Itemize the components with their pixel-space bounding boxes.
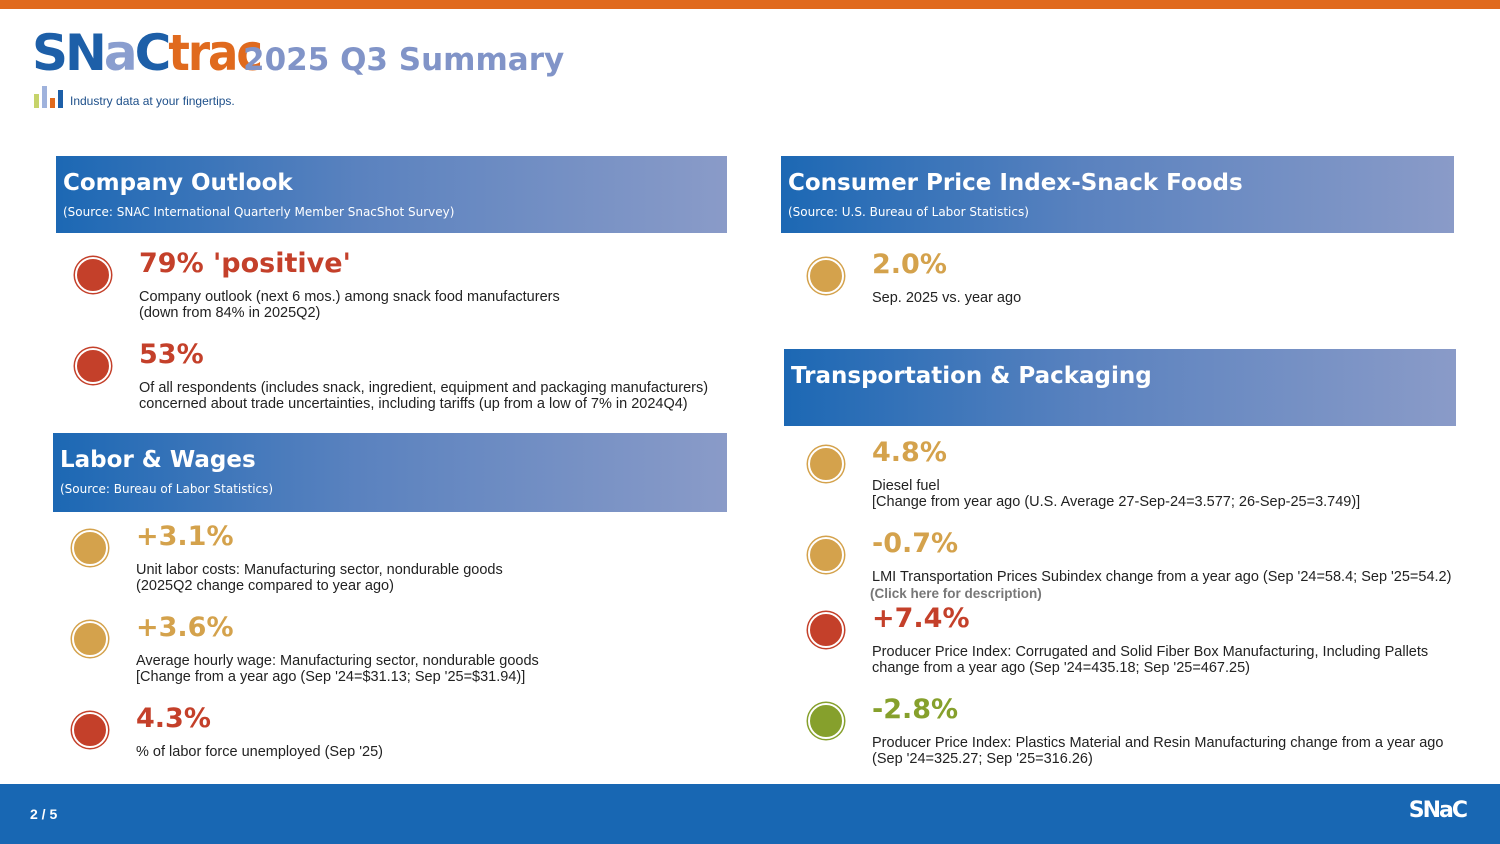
metric-value: 53% xyxy=(139,339,204,370)
snactrac-logo: SNaCtrac xyxy=(32,24,263,82)
metric-value: 79% 'positive' xyxy=(139,248,351,279)
description-line: change from a year ago (Sep '24=435.18; … xyxy=(872,660,1250,676)
section-title: Consumer Price Index-Snack Foods xyxy=(788,170,1243,196)
indicator-dot-icon xyxy=(808,537,844,573)
description-line: [Change from a year ago (Sep '24=$31.13;… xyxy=(136,669,526,685)
labor-header: Labor & Wages (Source: Bureau of Labor S… xyxy=(53,433,727,512)
page-title: 2025 Q3 Summary xyxy=(243,42,565,78)
description-link[interactable]: (Click here for description) xyxy=(870,586,1042,601)
description-line: Company outlook (next 6 mos.) among snac… xyxy=(139,289,560,305)
page-number: 2 / 5 xyxy=(30,806,58,822)
metric-description: Producer Price Index: Corrugated and Sol… xyxy=(872,644,1428,676)
description-line: % of labor force unemployed (Sep '25) xyxy=(136,744,383,760)
company-outlook-header: Company Outlook (Source: SNAC Internatio… xyxy=(56,156,727,233)
description-line: Producer Price Index: Corrugated and Sol… xyxy=(872,644,1429,660)
metric-value: +3.1% xyxy=(136,521,234,552)
description-line: (Sep '24=325.27; Sep '25=316.26) xyxy=(872,751,1093,767)
indicator-dot-icon xyxy=(75,348,111,384)
indicator-dot-icon xyxy=(72,712,108,748)
tagline-text: Industry data at your fingertips. xyxy=(70,94,235,108)
metric-value: -2.8% xyxy=(872,694,959,725)
description-line: (2025Q2 change compared to year ago) xyxy=(136,578,394,594)
description-line: [Change from year ago (U.S. Average 27-S… xyxy=(872,494,1361,510)
transport-header: Transportation & Packaging xyxy=(784,349,1456,426)
metric-value: 4.3% xyxy=(136,703,211,734)
description-line: Sep. 2025 vs. year ago xyxy=(872,290,1022,306)
metric-description: LMI Transportation Prices Subindex chang… xyxy=(870,569,1452,602)
metric-description: Of all respondents (includes snack, ingr… xyxy=(139,380,708,412)
description-line: (down from 84% in 2025Q2) xyxy=(139,305,321,321)
indicator-dot-icon xyxy=(808,446,844,482)
metric-value: 2.0% xyxy=(872,249,947,280)
indicator-dot-icon xyxy=(72,621,108,657)
metric-value: +7.4% xyxy=(872,603,970,634)
description-line: Unit labor costs: Manufacturing sector, … xyxy=(136,562,503,578)
description-line: Producer Price Index: Plastics Material … xyxy=(872,735,1444,751)
snac-footer-logo: SNaC xyxy=(1408,798,1468,823)
cpi-header: Consumer Price Index-Snack Foods (Source… xyxy=(781,156,1454,233)
metric-value: +3.6% xyxy=(136,612,234,643)
metric-value: -0.7% xyxy=(872,528,959,559)
section-title: Labor & Wages xyxy=(60,447,256,473)
indicator-dot-icon xyxy=(75,257,111,293)
section-title: Company Outlook xyxy=(63,170,293,196)
metric-description: Sep. 2025 vs. year ago xyxy=(872,290,1021,306)
metric-value: 4.8% xyxy=(872,437,947,468)
section-title: Transportation & Packaging xyxy=(791,363,1152,389)
tagline: Industry data at your fingertips. xyxy=(34,86,235,108)
section-source: (Source: Bureau of Labor Statistics) xyxy=(60,482,274,496)
metric-description: % of labor force unemployed (Sep '25) xyxy=(136,744,383,760)
description-line: Of all respondents (includes snack, ingr… xyxy=(139,380,709,396)
description-line: Diesel fuel xyxy=(872,478,940,494)
metric-description: Average hourly wage: Manufacturing secto… xyxy=(136,653,539,685)
section-source: (Source: SNAC International Quarterly Me… xyxy=(63,205,455,219)
metric-description: Producer Price Index: Plastics Material … xyxy=(872,735,1443,767)
indicator-dot-icon xyxy=(808,258,844,294)
metric-description: Diesel fuel [Change from year ago (U.S. A… xyxy=(872,478,1360,510)
top-accent-bar xyxy=(0,0,1500,9)
footer: 2 / 5 SNaC xyxy=(0,784,1500,844)
description-line: Average hourly wage: Manufacturing secto… xyxy=(136,653,539,669)
section-source: (Source: U.S. Bureau of Labor Statistics… xyxy=(788,205,1029,219)
indicator-dot-icon xyxy=(808,703,844,739)
metric-description: Unit labor costs: Manufacturing sector, … xyxy=(136,562,503,594)
indicator-dot-icon xyxy=(72,530,108,566)
metric-description: Company outlook (next 6 mos.) among snac… xyxy=(139,289,560,321)
description-line: LMI Transportation Prices Subindex chang… xyxy=(872,569,1452,585)
indicator-dot-icon xyxy=(808,612,844,648)
description-line: concerned about trade uncertainties, inc… xyxy=(139,396,688,412)
